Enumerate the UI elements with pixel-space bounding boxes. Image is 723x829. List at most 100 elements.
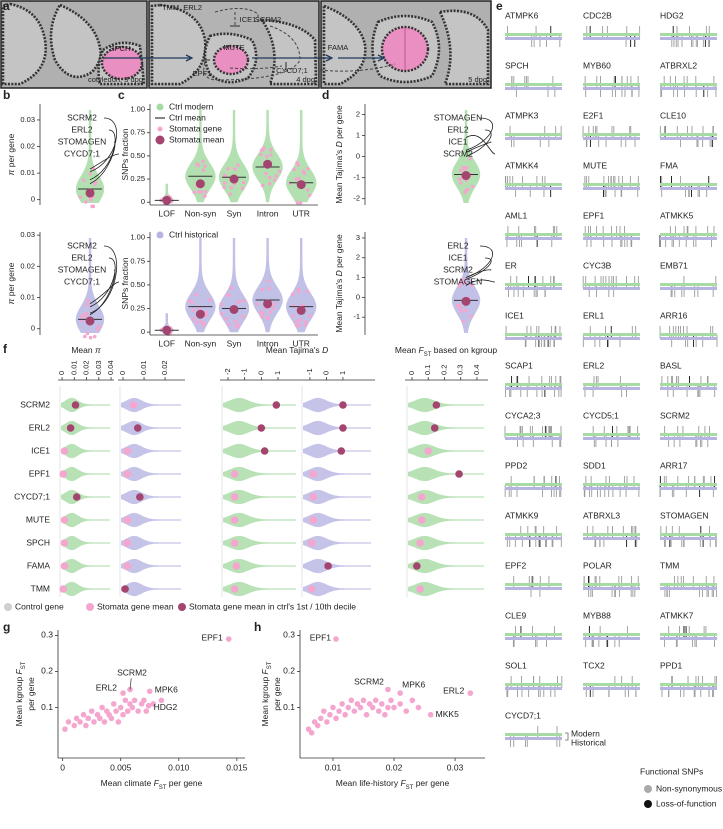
jitter-dot (242, 298, 246, 303)
text-segment: ST (424, 352, 432, 358)
x-tick-label: Non-syn (185, 338, 217, 348)
control-violin (61, 535, 110, 551)
row-label: TMM (31, 583, 50, 593)
stomata-gene-mean (123, 562, 132, 570)
annotation: ICE1 (449, 252, 468, 262)
modern-track (583, 333, 640, 336)
y-axis-label: π per gene (6, 262, 16, 304)
text-segment: per gene (166, 778, 202, 788)
control-violin (408, 535, 484, 551)
jitter-dot (294, 319, 299, 324)
y-tick-label: 1.00 (130, 105, 145, 114)
jitter-dot (89, 197, 93, 202)
modern-track (583, 533, 640, 536)
gene-name: CDC2B (583, 10, 612, 20)
annotation: SCRM2 (443, 148, 473, 158)
historical-track (583, 237, 640, 240)
jitter-dot (464, 165, 469, 170)
jitter-dot (226, 166, 230, 171)
gene-name: ATMKK7 (660, 610, 694, 620)
point (113, 708, 119, 714)
historical-track (505, 37, 562, 40)
modern-track (583, 183, 640, 186)
jitter-dot (462, 278, 466, 282)
jitter-dot (296, 287, 301, 291)
stage-label: 5 dpg (468, 75, 487, 84)
gene-name: ATMPK6 (505, 10, 539, 20)
point (143, 708, 150, 714)
text-segment: F (154, 778, 160, 788)
control-violin (121, 558, 181, 574)
annotation: CYCD7;1 (64, 148, 100, 158)
modern-track (505, 683, 562, 686)
modern-track (505, 233, 562, 236)
stomata-mean (461, 171, 471, 181)
panel-letter: d (322, 88, 329, 102)
stomata-gene-mean (72, 493, 81, 501)
y-axis-label: SNPs fraction (120, 257, 130, 309)
gene-name: AML1 (505, 210, 527, 220)
control-violin (61, 443, 110, 459)
point (124, 708, 131, 714)
point (348, 697, 355, 704)
point (117, 704, 124, 711)
annotation-leader (89, 117, 118, 173)
control-violin (223, 466, 296, 482)
historical-track (505, 687, 562, 690)
x-tick-label: 0.01 (325, 762, 342, 772)
y-tick-label: 1 (356, 131, 360, 140)
control-violin (223, 535, 296, 551)
jitter-dot (203, 190, 208, 194)
row-label: SCRM2 (20, 399, 50, 409)
gene-label: SPCH (110, 44, 131, 53)
historical-track (505, 287, 562, 290)
gene-name: STOMAGEN (660, 510, 709, 520)
jitter-dot (222, 181, 227, 185)
text-segment: Mean (395, 345, 419, 355)
annotation-leader (465, 141, 492, 153)
jitter-dot (78, 195, 83, 199)
point-label: EPF1 (201, 632, 223, 642)
panel-letter: g (3, 620, 10, 634)
gene-name: ICE1 (505, 310, 524, 320)
point (324, 719, 330, 725)
stomata-gene-mean (230, 539, 239, 547)
gene-name: ATMKK4 (505, 160, 539, 170)
gene-name: SOL1 (505, 660, 527, 670)
control-violin (223, 558, 296, 574)
arrowhead (325, 54, 334, 62)
point (73, 715, 80, 722)
annotation-leader (89, 153, 120, 170)
stomata-mean (461, 296, 471, 306)
text-segment: SNPs fraction (120, 128, 130, 180)
historical-track (660, 587, 717, 590)
jitter-dot (258, 310, 263, 315)
stomata-gene-mean (339, 401, 347, 409)
jitter-dot (241, 180, 246, 185)
stomata-gene-mean (121, 585, 129, 593)
text-segment: per gene (6, 133, 16, 169)
control-violin (408, 512, 484, 528)
row-label: EPF1 (29, 468, 51, 478)
labeled-point (385, 686, 391, 693)
control-violin (223, 397, 296, 413)
point (415, 704, 422, 711)
historical-track (583, 87, 640, 90)
gmc (212, 44, 250, 76)
jitter-dot (193, 292, 198, 297)
y-axis-label: Mean Tajima's D per gene (334, 234, 344, 333)
jitter-dot (265, 315, 270, 320)
gene-name: EPF1 (583, 210, 605, 220)
point (110, 701, 117, 707)
control-violin (61, 581, 110, 597)
modern-track (505, 533, 562, 536)
y-tick-label: 0.50 (130, 280, 145, 289)
text-segment: Mean life-history (336, 778, 401, 788)
cell-outline (322, 4, 367, 86)
legend-key (157, 126, 163, 132)
x-tick-label: LOF (159, 338, 176, 348)
legend-label: Stomata gene (169, 123, 222, 133)
text-segment: per gene (413, 778, 449, 788)
point (77, 719, 83, 725)
text-segment: per gene (334, 105, 344, 141)
